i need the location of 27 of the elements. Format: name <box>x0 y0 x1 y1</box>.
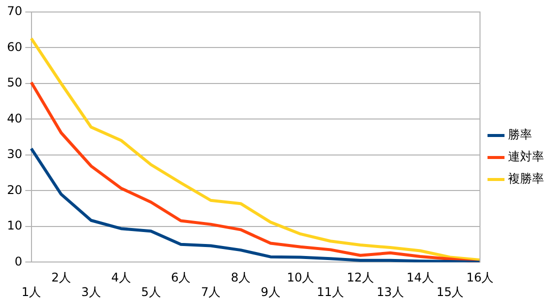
y-tick-label: 40 <box>6 111 22 126</box>
y-tick-label: 10 <box>6 218 22 233</box>
y-tick-label: 0 <box>14 254 22 268</box>
x-tick-label: 7人 <box>200 284 221 299</box>
x-tick-label: 10人 <box>286 270 314 285</box>
x-tick-label: 9人 <box>260 284 280 299</box>
y-tick-label: 50 <box>6 76 22 90</box>
x-tick-label: 15人 <box>436 284 464 299</box>
x-tick-label: 12人 <box>346 270 374 285</box>
x-tick-label: 11人 <box>316 284 344 299</box>
x-tick-label: 8人 <box>230 270 250 285</box>
y-tick-label: 70 <box>6 4 22 18</box>
y-tick-label: 20 <box>6 182 22 197</box>
y-tick-label: 30 <box>6 147 22 162</box>
x-tick-label: 1人 <box>21 284 42 299</box>
legend-label: 複勝率 <box>508 172 544 186</box>
x-tick-label: 14人 <box>406 270 434 285</box>
x-tick-label: 6人 <box>171 270 191 285</box>
x-tick-label: 2人 <box>51 270 72 285</box>
x-tick-label: 13人 <box>376 284 404 299</box>
y-tick-label: 60 <box>6 40 22 54</box>
x-tick-label: 5人 <box>141 284 161 299</box>
legend-label: 連対率 <box>508 150 544 164</box>
x-tick-label: 4人 <box>111 270 131 285</box>
x-tick-label: 16人 <box>466 270 494 285</box>
legend-label: 勝率 <box>508 128 532 142</box>
x-tick-label: 3人 <box>81 284 101 299</box>
